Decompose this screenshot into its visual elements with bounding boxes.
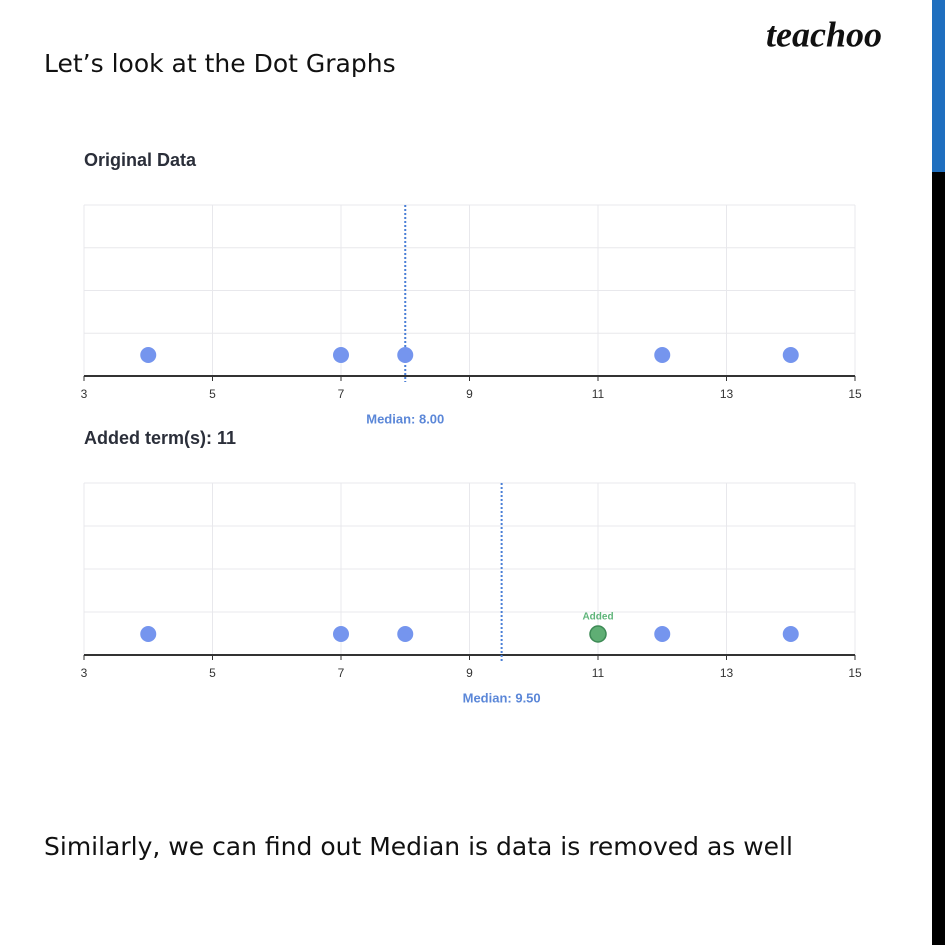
x-tick-label: 13 xyxy=(720,387,734,401)
x-tick-label: 13 xyxy=(720,666,734,680)
dot xyxy=(140,626,157,642)
logo: teachoo xyxy=(766,14,882,54)
x-tick-label: 9 xyxy=(466,666,473,680)
x-tick-label: 3 xyxy=(81,387,88,401)
dot xyxy=(654,626,671,642)
added-dot xyxy=(589,625,607,643)
x-tick-label: 3 xyxy=(81,666,88,680)
heading: Let’s look at the Dot Graphs xyxy=(44,49,396,78)
x-tick-label: 11 xyxy=(592,387,605,401)
side-bar-accent xyxy=(932,0,945,172)
x-tick-label: 15 xyxy=(848,666,862,680)
dot xyxy=(782,626,799,642)
median-label: Median: 9.50 xyxy=(463,690,541,705)
x-tick-label: 15 xyxy=(848,387,862,401)
chart-title: Added term(s): 11 xyxy=(84,428,236,448)
side-bar xyxy=(932,172,945,945)
x-tick-label: 11 xyxy=(592,666,605,680)
dot xyxy=(782,347,799,363)
median-label: Median: 8.00 xyxy=(366,411,444,426)
x-tick-label: 5 xyxy=(209,666,216,680)
x-tick-label: 9 xyxy=(466,387,473,401)
dot xyxy=(140,347,157,363)
chart-title: Original Data xyxy=(84,150,197,170)
added-label: Added xyxy=(582,612,613,623)
footer-text: Similarly, we can find out Median is dat… xyxy=(44,832,793,861)
dot xyxy=(654,347,671,363)
x-tick-label: 7 xyxy=(338,666,345,680)
dot xyxy=(333,626,349,642)
dot xyxy=(397,626,414,642)
x-tick-label: 5 xyxy=(209,387,216,401)
dot xyxy=(333,347,349,363)
dot xyxy=(397,347,414,363)
x-tick-label: 7 xyxy=(338,387,345,401)
